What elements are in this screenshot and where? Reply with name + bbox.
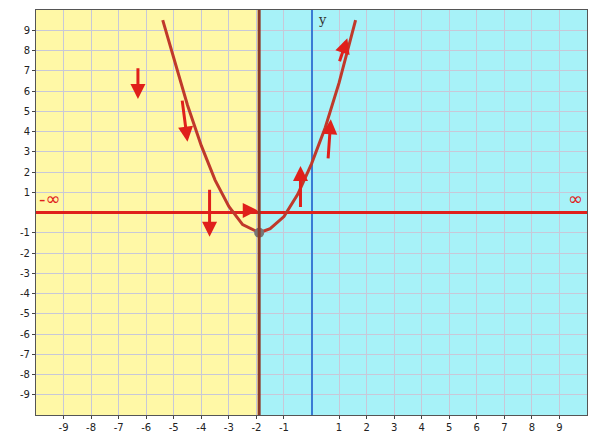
svg-text:9: 9: [24, 25, 30, 36]
svg-text:-9: -9: [59, 422, 69, 433]
svg-text:-6: -6: [20, 329, 30, 340]
svg-text:y: y: [318, 12, 327, 27]
svg-text:-7: -7: [114, 422, 124, 433]
svg-text:-5: -5: [169, 422, 179, 433]
svg-text:7: 7: [24, 65, 30, 76]
svg-text:-4: -4: [196, 422, 206, 433]
svg-text:-6: -6: [141, 422, 151, 433]
svg-text:9: 9: [556, 422, 562, 433]
svg-text:8: 8: [529, 422, 535, 433]
svg-text:-1: -1: [20, 227, 30, 238]
svg-text:2: 2: [363, 422, 369, 433]
svg-text:-8: -8: [20, 369, 30, 380]
svg-text:-3: -3: [20, 268, 30, 279]
svg-text:-2: -2: [251, 422, 261, 433]
svg-text:6: 6: [474, 422, 480, 433]
svg-text:2: 2: [24, 167, 30, 178]
svg-text:4: 4: [24, 126, 30, 137]
svg-text:6: 6: [24, 86, 30, 97]
svg-text:∞: ∞: [568, 188, 583, 209]
svg-text:-8: -8: [86, 422, 96, 433]
svg-text:-7: -7: [20, 349, 30, 360]
svg-text:1: 1: [336, 422, 342, 433]
svg-text:-9: -9: [20, 389, 30, 400]
svg-text:-5: -5: [20, 308, 30, 319]
svg-text:-4: -4: [20, 288, 30, 299]
svg-text:8: 8: [24, 45, 30, 56]
svg-text:-∞: -∞: [39, 188, 61, 209]
svg-text:-1: -1: [279, 422, 289, 433]
svg-text:-2: -2: [20, 248, 30, 259]
svg-text:7: 7: [501, 422, 507, 433]
svg-text:3: 3: [391, 422, 397, 433]
svg-text:3: 3: [24, 146, 30, 157]
svg-text:4: 4: [419, 422, 425, 433]
svg-text:-3: -3: [224, 422, 234, 433]
svg-text:5: 5: [24, 106, 30, 117]
svg-text:1: 1: [24, 187, 30, 198]
svg-text:5: 5: [446, 422, 452, 433]
